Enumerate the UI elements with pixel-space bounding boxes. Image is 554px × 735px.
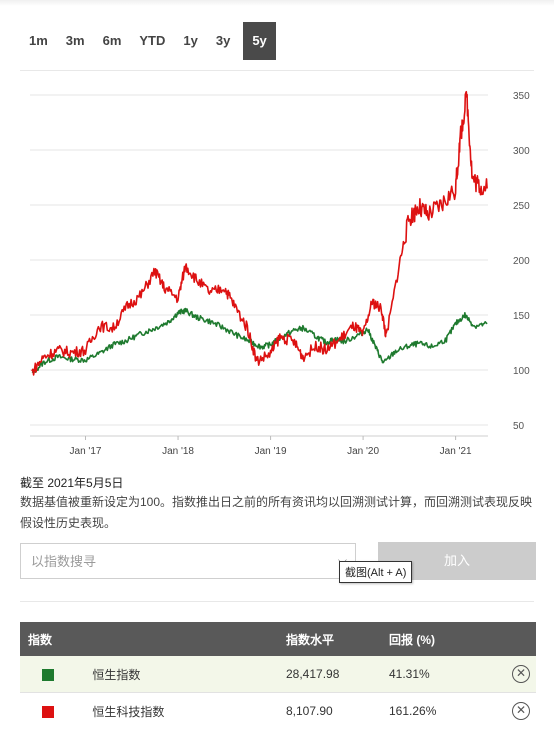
range-tab-1y[interactable]: 1y xyxy=(183,33,198,48)
index-level: 8,107.90 xyxy=(286,692,389,729)
performance-chart: 50 100 150 200 250 300 350 Jan '17 Jan '18 Jan '1… xyxy=(30,90,530,457)
remove-cell: ✕ xyxy=(506,656,536,693)
index-search-input[interactable] xyxy=(29,544,323,578)
series-swatch xyxy=(42,669,54,682)
y-tick-label: 200 xyxy=(513,256,530,267)
remove-icon[interactable]: ✕ xyxy=(512,665,530,683)
y-tick-label: 250 xyxy=(513,201,530,212)
table-header: 指数 指数水平 回报 (%) xyxy=(20,622,536,656)
index-table: 指数 指数水平 回报 (%) 恒生指数 28,417.98 41.31% ✕ 恒… xyxy=(20,622,536,729)
row-name-cell: 恒生指数 xyxy=(20,656,286,693)
header-return: 回报 (%) xyxy=(389,622,506,656)
x-tick-label: Jan '17 xyxy=(70,446,102,457)
x-tick-label: Jan '20 xyxy=(347,446,379,457)
index-return: 161.26% xyxy=(389,692,506,729)
table-row: 恒生指数 28,417.98 41.31% ✕ xyxy=(20,656,536,693)
series-line-0 xyxy=(31,307,488,373)
chevron-down-icon[interactable]: ⌵ xyxy=(337,553,347,567)
y-tick-label: 300 xyxy=(513,146,530,157)
x-tick-label: Jan '19 xyxy=(255,446,287,457)
divider xyxy=(20,601,534,602)
x-tick-label: Jan '21 xyxy=(440,446,472,457)
row-name-cell: 恒生科技指数 xyxy=(20,692,286,729)
table-row: 恒生科技指数 8,107.90 161.26% ✕ xyxy=(20,692,536,729)
screenshot-tooltip: 截图(Alt + A) xyxy=(339,561,413,583)
header-level: 指数水平 xyxy=(286,622,389,656)
top-shadow xyxy=(0,0,554,6)
remove-cell: ✕ xyxy=(506,692,536,729)
index-name: 恒生指数 xyxy=(92,667,141,682)
series-line-1 xyxy=(31,90,488,376)
range-tab-1m[interactable]: 1m xyxy=(29,33,48,48)
y-tick-label: 50 xyxy=(513,421,525,432)
rebase-note: 数据基值被重新设定为100。指数推出日之前的所有资讯均以回溯测试计算，而回溯测试… xyxy=(20,495,533,530)
x-tick-label: Jan '18 xyxy=(162,446,194,457)
range-tab-6m[interactable]: 6m xyxy=(102,33,122,48)
index-level: 28,417.98 xyxy=(286,656,389,693)
range-tab-ytd[interactable]: YTD xyxy=(139,33,166,48)
as-of-date: 截至 2021年5月5日 xyxy=(20,476,124,490)
header-remove xyxy=(506,622,536,656)
range-tab-3y[interactable]: 3y xyxy=(215,33,231,48)
index-return: 41.31% xyxy=(389,656,506,693)
y-tick-label: 150 xyxy=(513,311,530,322)
range-tab-5y[interactable]: 5y xyxy=(243,22,276,60)
range-tabs: 1m 3m 6m YTD 1y 3y 5y xyxy=(20,22,276,60)
range-tab-3m[interactable]: 3m xyxy=(65,33,85,48)
y-tick-label: 350 xyxy=(513,91,530,102)
remove-icon[interactable]: ✕ xyxy=(512,702,530,720)
series-swatch xyxy=(42,706,54,719)
index-name: 恒生科技指数 xyxy=(92,704,165,719)
index-search[interactable]: ⌵ xyxy=(20,543,356,579)
divider xyxy=(20,70,534,71)
y-tick-label: 100 xyxy=(513,366,530,377)
header-index: 指数 xyxy=(20,622,286,656)
